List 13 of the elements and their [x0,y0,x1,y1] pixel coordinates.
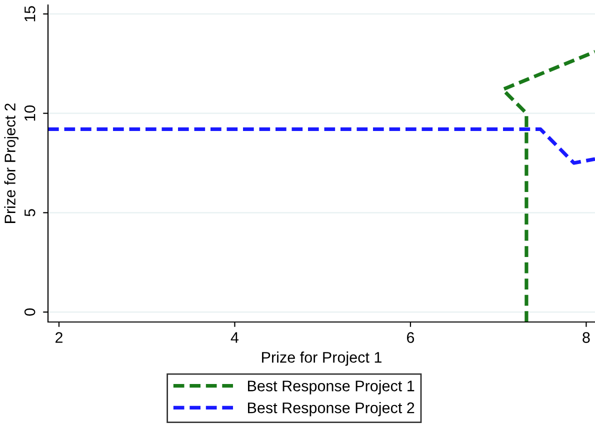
line-series [500,50,595,322]
y-tick-label: 0 [24,308,36,316]
legend-label: Best Response Project 2 [248,402,414,416]
x-axis-title: Prize for Project 1 [262,352,382,366]
legend-label: Best Response Project 1 [248,380,414,394]
x-tick-label: 8 [582,332,590,343]
y-tick-label: 15 [24,6,36,22]
y-tick-label: 5 [24,209,36,216]
y-tick-label: 10 [24,105,36,121]
x-tick-label: 4 [230,332,239,343]
x-tick-label: 6 [407,332,414,343]
x-tick-label: 2 [56,332,62,343]
y-axis-title: Prize for Project 2 [4,104,18,223]
